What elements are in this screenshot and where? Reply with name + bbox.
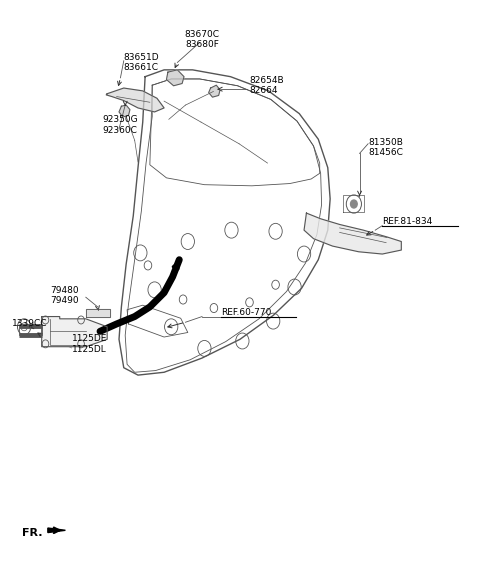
- Polygon shape: [106, 88, 164, 112]
- Text: 1339CC: 1339CC: [12, 320, 48, 328]
- Polygon shape: [48, 528, 65, 533]
- Polygon shape: [167, 70, 184, 86]
- Text: 79480
79490: 79480 79490: [50, 286, 79, 305]
- Polygon shape: [304, 213, 401, 254]
- Text: 81350B
81456C: 81350B 81456C: [368, 138, 403, 157]
- Circle shape: [350, 200, 357, 208]
- Polygon shape: [42, 316, 107, 347]
- Text: FR.: FR.: [22, 528, 42, 538]
- Polygon shape: [86, 309, 109, 316]
- Text: 83670C
83680F: 83670C 83680F: [184, 30, 219, 49]
- Polygon shape: [119, 105, 130, 117]
- Text: REF.81-834: REF.81-834: [383, 217, 432, 226]
- Text: 92350G
92360C: 92350G 92360C: [102, 115, 138, 135]
- Text: 82654B
82664: 82654B 82664: [250, 76, 284, 95]
- Text: REF.60-770: REF.60-770: [221, 308, 271, 317]
- Polygon shape: [209, 85, 220, 97]
- Text: 83651D
83661C: 83651D 83661C: [124, 53, 159, 72]
- Text: 1125DE
1125DL: 1125DE 1125DL: [72, 334, 107, 354]
